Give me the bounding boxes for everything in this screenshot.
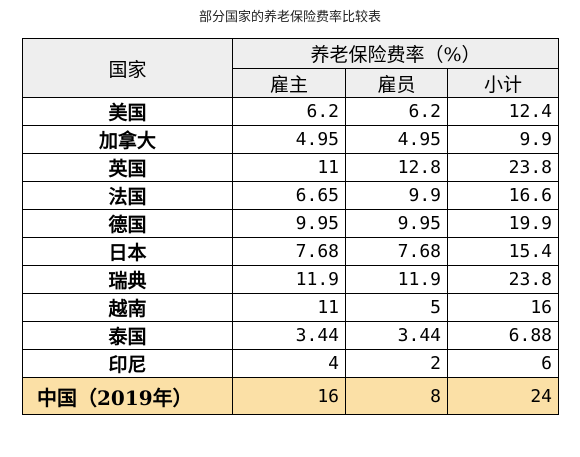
header-country: 国家: [22, 38, 233, 98]
cell-country: 瑞典: [22, 265, 233, 294]
cell-subtotal: 23.8: [446, 265, 560, 294]
table-caption: 部分国家的养老保险费率比较表: [198, 10, 381, 25]
cell-country: 中国（2019年）: [22, 377, 233, 415]
table-row: 越南 11 5 16: [22, 293, 560, 322]
table-row: 美国 6.2 6.2 12.4: [22, 97, 560, 126]
table-row-highlighted: 中国（2019年） 16 8 24: [22, 377, 560, 415]
cell-subtotal: 12.4: [446, 97, 560, 126]
cell-subtotal: 6.88: [446, 321, 560, 350]
table-row: 法国 6.65 9.9 16.6: [22, 181, 560, 210]
cell-subtotal: 6: [446, 349, 560, 378]
cell-employee: 11.9: [345, 265, 448, 294]
cell-employer: 11: [232, 153, 346, 182]
cell-employee: 8: [345, 377, 448, 415]
cell-country: 日本: [22, 237, 233, 266]
cell-employee: 2: [345, 349, 448, 378]
cell-employer: 11.9: [232, 265, 346, 294]
cell-employee: 3.44: [345, 321, 448, 350]
cell-country: 法国: [22, 181, 233, 210]
table-row: 德国 9.95 9.95 19.9: [22, 209, 560, 238]
header-employer: 雇主: [232, 68, 346, 98]
table-row: 英国 11 12.8 23.8: [22, 153, 560, 182]
cell-country: 越南: [22, 293, 233, 322]
cell-country: 加拿大: [22, 125, 233, 154]
cell-country: 印尼: [22, 349, 233, 378]
cell-employer: 3.44: [232, 321, 346, 350]
cell-subtotal: 15.4: [446, 237, 560, 266]
cell-employee: 5: [345, 293, 448, 322]
cell-employer: 9.95: [232, 209, 346, 238]
cell-subtotal: 19.9: [446, 209, 560, 238]
table-row: 泰国 3.44 3.44 6.88: [22, 321, 560, 350]
header-subtotal: 小计: [446, 68, 560, 98]
cell-employee: 7.68: [345, 237, 448, 266]
cell-subtotal: 16.6: [446, 181, 560, 210]
cell-employee: 12.8: [345, 153, 448, 182]
cell-employer: 4: [232, 349, 346, 378]
cell-employer: 4.95: [232, 125, 346, 154]
cell-subtotal: 16: [446, 293, 560, 322]
cell-subtotal: 24: [446, 377, 560, 415]
cell-country: 德国: [22, 209, 233, 238]
table-row: 日本 7.68 7.68 15.4: [22, 237, 560, 266]
cell-subtotal: 23.8: [446, 153, 560, 182]
cell-employer: 6.65: [232, 181, 346, 210]
cell-employee: 4.95: [345, 125, 448, 154]
cell-country: 美国: [22, 97, 233, 126]
cell-subtotal: 9.9: [446, 125, 560, 154]
cell-country: 泰国: [22, 321, 233, 350]
cell-employee: 9.95: [345, 209, 448, 238]
cell-country: 英国: [22, 153, 233, 182]
table-row: 印尼 4 2 6: [22, 349, 560, 378]
pension-rate-table: 国家 养老保险费率（%） 雇主 雇员 小计 美国 6.2 6.2 12.4 加拿大 4.9…: [22, 38, 560, 415]
cell-employer: 6.2: [232, 97, 346, 126]
cell-employer: 16: [232, 377, 346, 415]
header-employee: 雇员: [345, 68, 448, 98]
cell-employee: 9.9: [345, 181, 448, 210]
cell-employee: 6.2: [345, 97, 448, 126]
table-row: 瑞典 11.9 11.9 23.8: [22, 265, 560, 294]
header-rate-group: 养老保险费率（%）: [231, 38, 560, 69]
table-row: 加拿大 4.95 4.95 9.9: [22, 125, 560, 154]
cell-employer: 11: [232, 293, 346, 322]
cell-employer: 7.68: [232, 237, 346, 266]
